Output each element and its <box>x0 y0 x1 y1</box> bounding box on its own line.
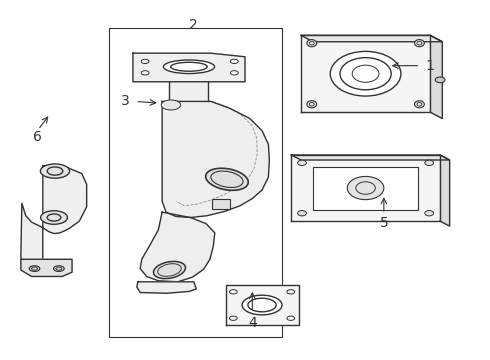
Ellipse shape <box>29 266 40 271</box>
Bar <box>212 199 230 209</box>
Polygon shape <box>291 155 440 221</box>
Polygon shape <box>133 53 245 82</box>
Polygon shape <box>21 259 72 276</box>
Ellipse shape <box>41 211 68 224</box>
Ellipse shape <box>141 59 149 64</box>
Ellipse shape <box>53 266 64 271</box>
Ellipse shape <box>347 176 384 200</box>
Ellipse shape <box>415 101 424 108</box>
Polygon shape <box>162 102 270 217</box>
Polygon shape <box>170 82 208 102</box>
Ellipse shape <box>297 211 306 216</box>
Ellipse shape <box>425 160 434 166</box>
Polygon shape <box>137 282 196 293</box>
Polygon shape <box>301 35 430 112</box>
Polygon shape <box>440 155 450 226</box>
Text: 1: 1 <box>426 59 435 73</box>
Ellipse shape <box>435 77 445 83</box>
Ellipse shape <box>307 101 317 108</box>
Bar <box>109 28 282 337</box>
Ellipse shape <box>230 59 238 64</box>
Polygon shape <box>140 212 215 282</box>
Text: 4: 4 <box>248 316 257 330</box>
Text: 2: 2 <box>190 18 198 32</box>
Ellipse shape <box>230 71 238 75</box>
Ellipse shape <box>307 40 317 47</box>
Text: 3: 3 <box>121 94 130 108</box>
Text: 6: 6 <box>33 130 42 144</box>
Ellipse shape <box>163 60 215 73</box>
Ellipse shape <box>415 40 424 47</box>
Polygon shape <box>225 285 298 325</box>
Ellipse shape <box>161 100 181 110</box>
Ellipse shape <box>425 211 434 216</box>
Polygon shape <box>430 35 442 118</box>
Ellipse shape <box>330 51 401 96</box>
Ellipse shape <box>153 261 186 279</box>
Ellipse shape <box>40 164 70 178</box>
Polygon shape <box>313 167 418 210</box>
Polygon shape <box>21 166 87 276</box>
Polygon shape <box>301 35 442 42</box>
Ellipse shape <box>242 295 282 315</box>
Ellipse shape <box>206 168 248 190</box>
Text: 5: 5 <box>379 216 388 230</box>
Ellipse shape <box>297 160 306 166</box>
Ellipse shape <box>141 71 149 75</box>
Polygon shape <box>291 155 450 160</box>
